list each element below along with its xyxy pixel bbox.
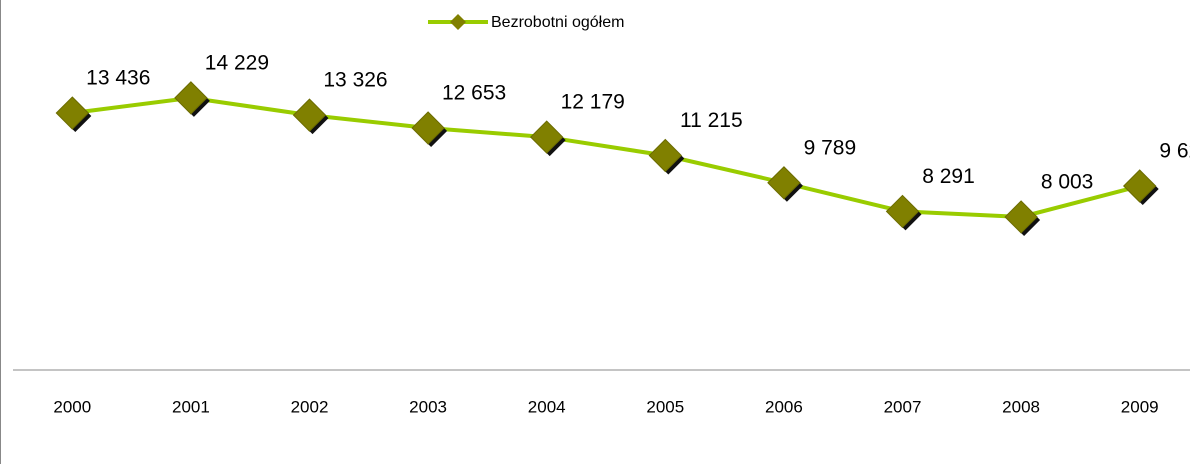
marker [885, 194, 920, 229]
x-tick-label: 2009 [1121, 397, 1159, 416]
marker [292, 98, 327, 132]
marker [767, 166, 801, 200]
value-label: 13 436 [86, 67, 150, 90]
value-label: 8 003 [1041, 170, 1094, 193]
legend-marker [450, 14, 466, 30]
x-tick-label: 2001 [172, 397, 210, 416]
x-tick-label: 2000 [53, 397, 91, 416]
line [72, 95, 1141, 219]
value-label: 8 291 [922, 165, 975, 188]
marker [1122, 169, 1157, 203]
x-tick-label: 2002 [291, 397, 329, 416]
value-label: 13 326 [323, 69, 387, 92]
value-label: 12 653 [442, 82, 506, 105]
legend-label: Bezrobotni ogółem [491, 14, 624, 31]
marker [411, 111, 445, 145]
x-tick-label: 2006 [765, 397, 803, 416]
marker [174, 81, 208, 115]
x-tick-label: 2005 [646, 397, 684, 416]
marker [648, 138, 683, 173]
marker [1004, 200, 1038, 234]
x-tick-label: 2003 [409, 397, 447, 416]
value-label: 14 229 [205, 51, 269, 74]
x-tick-label: 2008 [1002, 397, 1040, 416]
x-tick-label: 2007 [884, 397, 922, 416]
value-label: 12 179 [561, 91, 625, 114]
value-label: 11 215 [680, 109, 743, 132]
x-tick-label: 2004 [528, 397, 566, 416]
value-label: 9 789 [804, 136, 857, 159]
marker [529, 120, 564, 154]
marker [55, 96, 90, 130]
value-label: 9 620 [1159, 140, 1190, 163]
